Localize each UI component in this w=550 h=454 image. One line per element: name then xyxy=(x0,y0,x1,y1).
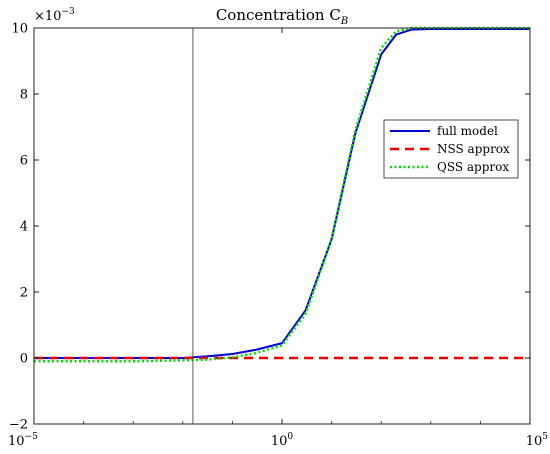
y-tick-label: 0 xyxy=(20,352,28,367)
series-layer xyxy=(34,26,530,363)
y-exponent-base: ×10 xyxy=(34,9,61,24)
y-tick-label: 2 xyxy=(20,286,28,301)
ticks-layer: −2 0 2 4 6 8 10 10−5 100 105 xyxy=(8,22,548,450)
x-tick-label: 105 xyxy=(526,432,549,449)
legend: full model NSS approx QSS approx xyxy=(383,119,519,179)
chart-title: Concentration CB xyxy=(216,6,348,27)
y-exponent-power: −3 xyxy=(61,7,75,17)
plot-background xyxy=(34,28,530,424)
legend-label-full-model: full model xyxy=(437,124,498,138)
legend-label-nss-approx: NSS approx xyxy=(437,142,510,156)
series-line-qss-approx xyxy=(34,26,530,363)
y-tick-label: 10 xyxy=(11,22,28,37)
chart-title-main: Concentration C xyxy=(216,6,341,24)
x-tick-label: 10−5 xyxy=(8,432,38,449)
y-axis-exponent: ×10−3 xyxy=(34,7,75,24)
y-tick-label: 8 xyxy=(20,88,28,103)
y-tick-label: −2 xyxy=(9,418,28,433)
legend-label-qss-approx: QSS approx xyxy=(437,160,509,174)
y-tick-label: 6 xyxy=(20,154,28,169)
x-tick-label: 100 xyxy=(271,432,294,449)
y-tick-label: 4 xyxy=(20,220,28,235)
chart-title-subscript: B xyxy=(340,16,348,27)
